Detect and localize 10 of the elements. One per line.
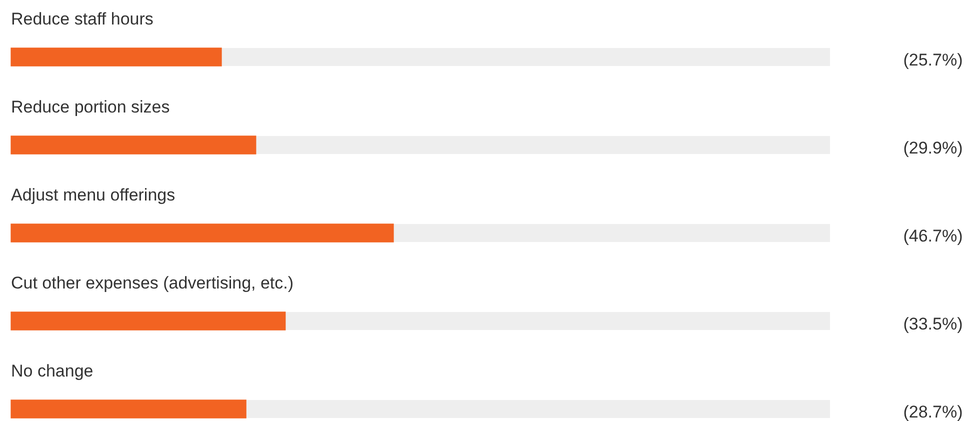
y-tick-label: Reduce staff hours [11,10,154,29]
y-tick-label: No change [11,362,94,381]
data-label: (25.7%) [903,50,963,70]
y-tick-label: Cut other expenses (advertising, etc.) [11,274,294,293]
data-label: (28.7%) [903,402,963,421]
y-tick-label: Adjust menu offerings [11,186,176,205]
data-label: (29.9%) [903,138,963,158]
y-tick-label: Reduce portion sizes [11,98,170,117]
data-label: (46.7%) [903,226,963,246]
data-label: (33.5%) [903,314,963,334]
